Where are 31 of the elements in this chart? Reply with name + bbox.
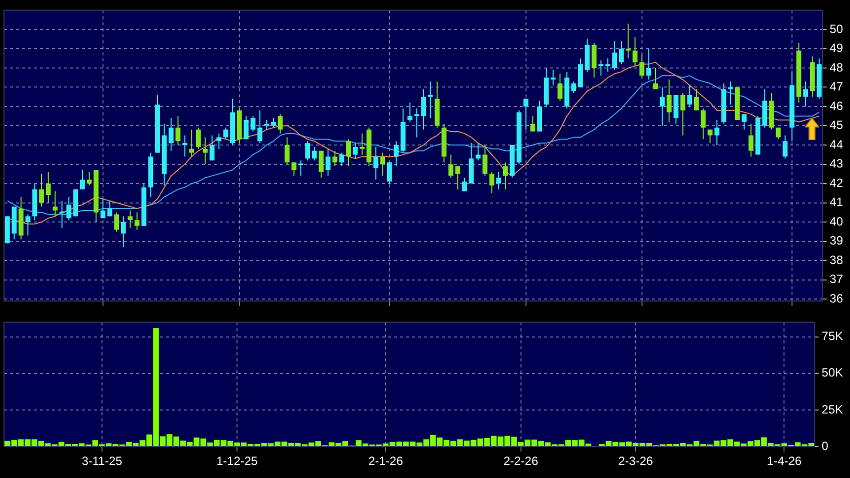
x-tick-label: 1-12-25 (216, 454, 258, 468)
x-tick-label: 2-2-26 (503, 454, 538, 468)
y-tick-label: 42 (830, 176, 844, 190)
y-tick-label: 44 (830, 137, 844, 152)
y-tick-label: 46 (830, 98, 844, 113)
y-tick-label: 39 (830, 234, 844, 248)
x-tick-label: 2-3-26 (618, 454, 654, 468)
candlestick (60, 200, 64, 228)
y-tick-label: 38 (830, 252, 844, 267)
y-tick-label: 40 (830, 214, 844, 228)
candlestick (428, 81, 433, 118)
y-tick-label: 50 (830, 22, 844, 36)
candlestick (414, 108, 420, 138)
candlestick (728, 81, 734, 105)
y-tick-label: 50K (822, 366, 844, 380)
y-tick-label: 0 (822, 438, 829, 453)
x-tick-label: 3-11-25 (82, 454, 123, 468)
y-tick-label: 75K (822, 329, 844, 344)
y-tick-label: 37 (830, 272, 844, 286)
candlestick (626, 24, 631, 58)
y-tick-label: 25K (822, 402, 844, 416)
candlestick (298, 160, 304, 176)
y-tick-label: 47 (830, 80, 844, 94)
y-tick-label: 41 (830, 195, 844, 210)
y-tick-label: 43 (830, 156, 844, 171)
y-tick-label: 36 (830, 291, 844, 306)
x-tick-label: 2-1-26 (368, 454, 404, 468)
y-tick-label: 49 (830, 41, 844, 56)
y-tick-label: 48 (830, 60, 844, 74)
x-tick-label: 1-4-26 (766, 454, 802, 468)
y-tick-label: 45 (830, 118, 844, 132)
